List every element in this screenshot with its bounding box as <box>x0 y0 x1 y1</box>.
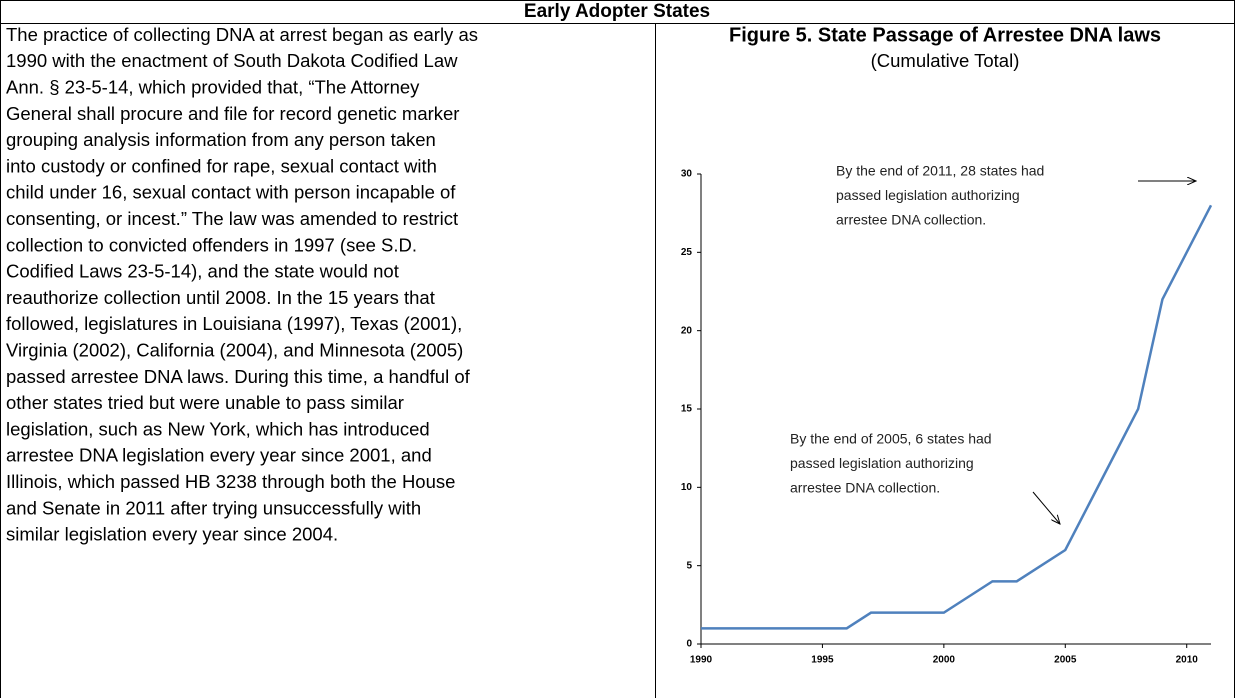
body-line: followed, legislatures in Louisiana (199… <box>6 313 462 334</box>
body-line: 1990 with the enactment of South Dakota … <box>6 50 458 71</box>
body-line: other states tried but were unable to pa… <box>6 392 404 413</box>
data-line <box>701 204 1213 630</box>
y-tick-label: 25 <box>681 247 693 258</box>
body-line: legislation, such as New York, which has… <box>6 418 430 439</box>
x-tick-label: 2010 <box>1176 655 1199 666</box>
x-tick-label: 1995 <box>811 655 834 666</box>
body-line: Ann. § 23-5-14, which provided that, “Th… <box>6 76 420 97</box>
body-line: passed arrestee DNA laws. During this ti… <box>6 366 471 387</box>
y-tick-label: 10 <box>681 482 693 493</box>
figure-subtitle: (Cumulative Total) <box>871 50 1020 71</box>
annotation: passed legislation authorizing <box>836 187 1020 203</box>
body-line: into custody or confined for rape, sexua… <box>6 155 437 176</box>
y-tick-label: 5 <box>686 560 692 571</box>
annotation-arrow <box>1032 491 1060 524</box>
body-line: collection to convicted offenders in 199… <box>6 234 417 255</box>
x-tick-label: 2000 <box>933 655 956 666</box>
body-line: arrestee DNA legislation every year sinc… <box>6 445 432 466</box>
annotation: arrestee DNA collection. <box>836 212 986 228</box>
figure-title: Figure 5. State Passage of Arrestee DNA … <box>729 24 1161 46</box>
body-line: The practice of collecting DNA at arrest… <box>6 24 478 45</box>
body-line: General shall procure and file for recor… <box>6 103 459 124</box>
annotation: By the end of 2005, 6 states had <box>790 431 992 447</box>
y-tick-label: 0 <box>686 639 692 650</box>
annotation: passed legislation authorizing <box>790 455 974 471</box>
x-tick-label: 1990 <box>690 655 713 666</box>
y-tick-label: 30 <box>681 169 693 180</box>
body-line: Codified Laws 23-5-14), and the state wo… <box>6 261 399 282</box>
y-tick-label: 15 <box>681 404 693 415</box>
header-title: Early Adopter States <box>524 1 710 22</box>
body-line: grouping analysis information from any p… <box>6 129 436 150</box>
x-tick-label: 2005 <box>1054 655 1077 666</box>
body-line: Virginia (2002), California (2004), and … <box>6 339 463 360</box>
body-line: Illinois, which passed HB 3238 through b… <box>6 471 455 492</box>
annotation: By the end of 2011, 28 states had <box>836 163 1044 179</box>
body-line: similar legislation every year since 200… <box>6 524 338 545</box>
body-line: child under 16, sexual contact with pers… <box>6 182 456 203</box>
body-line: reauthorize collection until 2008. In th… <box>6 287 435 308</box>
y-tick-label: 20 <box>681 325 693 336</box>
annotation: arrestee DNA collection. <box>790 480 940 496</box>
body-line: and Senate in 2011 after trying unsucces… <box>6 497 421 518</box>
body-line: consenting, or incest.” The law was amen… <box>6 208 458 229</box>
